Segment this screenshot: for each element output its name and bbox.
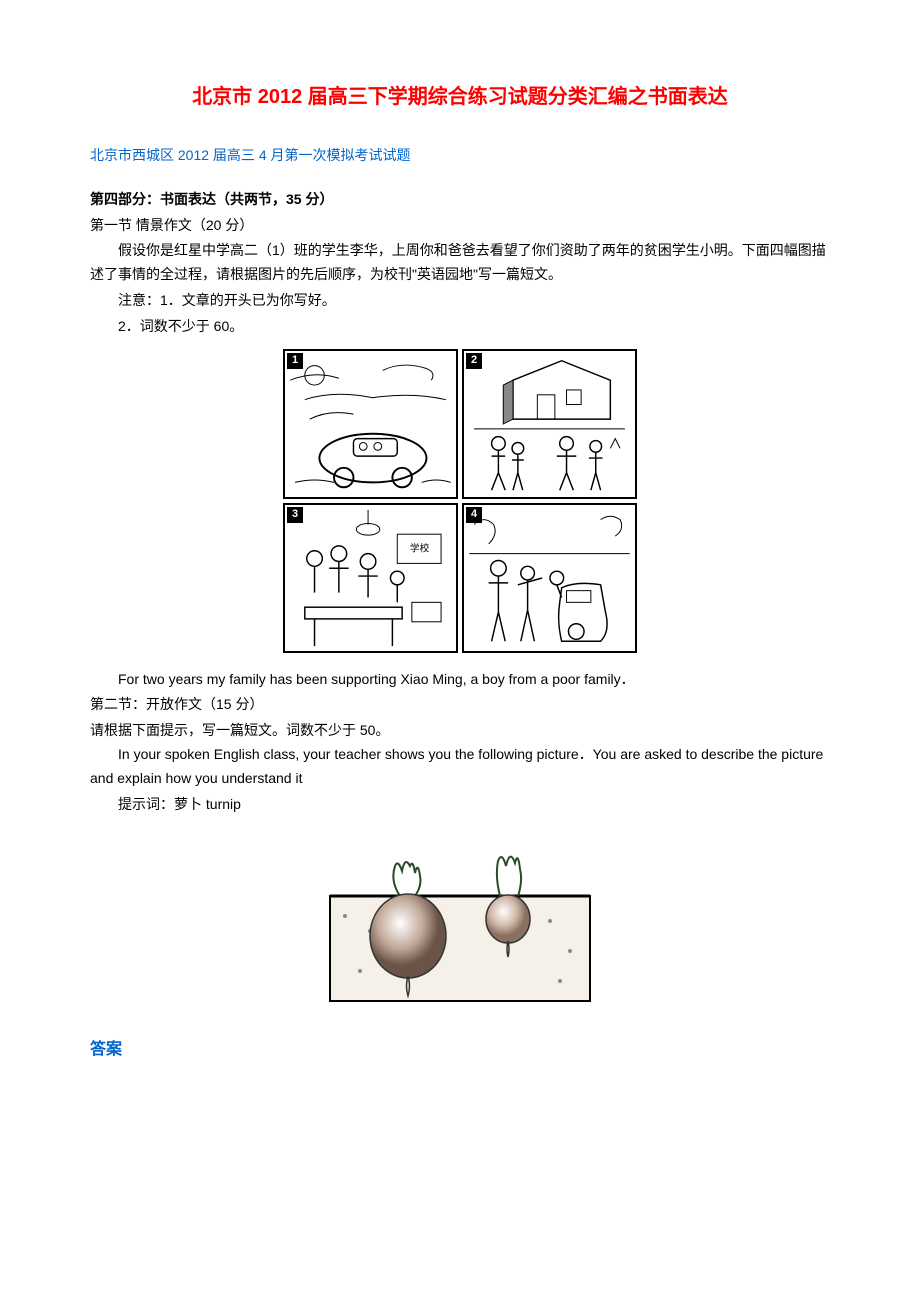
comic-panel-1: 1	[283, 349, 458, 499]
answer-label: 答案	[90, 1036, 830, 1063]
subsection-2-header: 第二节：开放作文（15 分）	[90, 693, 830, 717]
house-meeting-sketch	[464, 351, 635, 497]
main-title: 北京市 2012 届高三下学期综合练习试题分类汇编之书面表达	[90, 80, 830, 114]
hint-word: 提示词：萝卜 turnip	[90, 793, 830, 817]
english-opening-sentence: For two years my family has been support…	[90, 668, 830, 692]
turnip-svg	[320, 831, 600, 1011]
section-4-header: 第四部分：书面表达（共两节，35 分）	[90, 188, 830, 212]
panel-number-2: 2	[466, 353, 482, 369]
turnip-illustration	[90, 831, 830, 1011]
note-line-1: 注意：1．文章的开头已为你写好。	[90, 289, 830, 313]
farewell-sketch	[464, 505, 635, 651]
comic-panel-2: 2	[462, 349, 637, 499]
classroom-sketch: 学校	[285, 505, 456, 651]
note-line-2: 2．词数不少于 60。	[90, 315, 830, 339]
car-driving-sketch	[285, 351, 456, 497]
comic-panel-4: 4	[462, 503, 637, 653]
scenario-paragraph: 假设你是红星中学高二（1）班的学生李华，上周你和爸爸去看望了你们资助了两年的贫困…	[90, 239, 830, 287]
panel-number-4: 4	[466, 507, 482, 523]
english-prompt: In your spoken English class, your teach…	[90, 743, 830, 791]
panel-number-3: 3	[287, 507, 303, 523]
comic-panel-3: 3 学校	[283, 503, 458, 653]
four-panel-comic: 1 2	[90, 349, 830, 653]
subsection-1-header: 第一节 情景作文（20 分）	[90, 214, 830, 238]
district-subtitle: 北京市西城区 2012 届高三 4 月第一次模拟考试试题	[90, 144, 830, 168]
svg-text:学校: 学校	[410, 541, 430, 554]
instruction-2: 请根据下面提示，写一篇短文。词数不少于 50。	[90, 719, 830, 743]
panel-number-1: 1	[287, 353, 303, 369]
